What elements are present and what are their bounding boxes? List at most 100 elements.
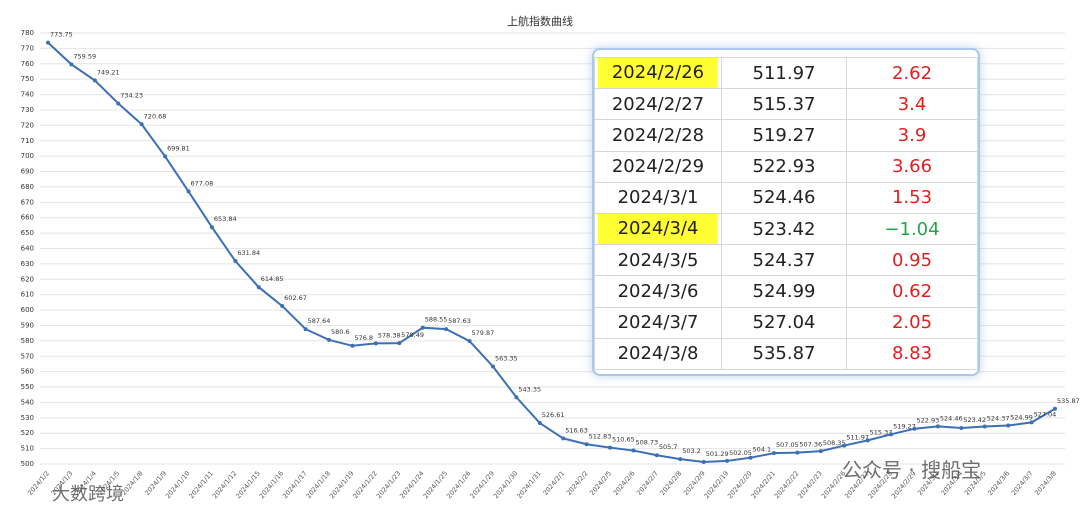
- cell-text: 2024/3/4: [598, 214, 718, 245]
- table-cell: 8.83: [846, 337, 978, 370]
- table-row: 2024/2/26 511.97 2.62: [594, 56, 978, 90]
- cell-text: 2.62: [891, 62, 933, 84]
- data-label: 579.87: [472, 329, 495, 337]
- cell-text: 511.97: [752, 62, 816, 84]
- cell-text: 3.9: [897, 124, 927, 146]
- cell-text: 3.66: [891, 156, 933, 178]
- cell-text: 515.37: [752, 93, 816, 115]
- table-cell: 2024/3/4: [594, 212, 722, 246]
- data-label: 524.37: [987, 414, 1010, 422]
- cell-text: 522.93: [752, 156, 816, 178]
- table-cell: 0.95: [846, 244, 978, 277]
- table-cell: 0.62: [846, 275, 978, 308]
- point: [678, 457, 683, 462]
- point: [865, 438, 870, 443]
- data-label: 563.35: [495, 354, 518, 362]
- watermark: 大数跨境: [52, 484, 124, 505]
- table-cell: 2.05: [846, 306, 978, 339]
- point: [92, 78, 97, 83]
- data-label: 699.81: [167, 144, 190, 152]
- data-label: 510.65: [612, 436, 635, 444]
- x-tick-label: 2024/2/6: [612, 469, 637, 497]
- data-label: 759.59: [73, 52, 96, 60]
- cell-text: 524.46: [752, 187, 816, 209]
- data-label: 578.38: [378, 331, 401, 339]
- table-cell: 2024/2/27: [594, 88, 722, 121]
- point: [490, 364, 495, 369]
- point: [725, 458, 730, 463]
- point: [233, 259, 238, 264]
- data-label: 504.1: [753, 446, 772, 454]
- cell-text: 2024/2/29: [611, 156, 705, 178]
- point: [654, 453, 659, 458]
- y-tick-label: 640: [21, 245, 34, 253]
- y-tick-label: 610: [21, 291, 34, 299]
- point: [842, 443, 847, 448]
- y-tick-label: 660: [21, 214, 34, 222]
- y-tick-label: 500: [21, 460, 34, 468]
- table-cell: 1.53: [846, 181, 978, 214]
- data-label: 512.83: [589, 432, 612, 440]
- table-cell: 511.97: [721, 56, 847, 90]
- point: [1029, 420, 1034, 425]
- point: [373, 341, 378, 346]
- y-tick-label: 630: [21, 260, 34, 268]
- cell-text: 524.99: [752, 280, 816, 302]
- data-label: 587.64: [308, 317, 331, 325]
- cell-text: 0.62: [891, 280, 933, 302]
- data-label: 522.93: [916, 417, 939, 425]
- x-tick-label: 2024/2/9: [682, 469, 707, 497]
- table-cell: 2024/3/6: [594, 275, 722, 308]
- y-tick-label: 650: [21, 229, 34, 237]
- y-tick-label: 540: [21, 398, 34, 406]
- x-tick-label: 2024/1/2: [26, 469, 51, 497]
- data-label: 503.2: [682, 447, 701, 455]
- cell-text: 527.04: [752, 312, 816, 334]
- data-label: 508.35: [823, 439, 846, 447]
- cell-text: 2024/3/1: [617, 187, 699, 209]
- y-tick-label: 550: [21, 383, 34, 391]
- point: [444, 327, 449, 332]
- y-tick-label: 530: [21, 414, 34, 422]
- cell-text: −1.04: [884, 218, 940, 240]
- cell-text: 0.95: [891, 249, 933, 271]
- y-tick-label: 620: [21, 275, 34, 283]
- point: [537, 421, 542, 426]
- table-cell: 522.93: [721, 150, 847, 183]
- point: [982, 424, 987, 429]
- data-label: 515.37: [870, 428, 893, 436]
- point: [584, 442, 589, 447]
- point: [795, 450, 800, 455]
- cell-text: 2024/3/7: [617, 312, 699, 334]
- data-label: 631.84: [237, 249, 260, 257]
- point: [116, 101, 121, 106]
- point: [889, 432, 894, 437]
- y-tick-label: 580: [21, 337, 34, 345]
- point: [256, 285, 261, 290]
- point: [350, 343, 355, 348]
- x-tick-label: 2024/2/1: [541, 469, 566, 497]
- data-label: 526.61: [542, 411, 565, 419]
- data-label: 505.7: [659, 443, 678, 451]
- table-row: 2024/3/7 527.04 2.05: [594, 306, 978, 339]
- point: [209, 225, 214, 230]
- data-label: 524.46: [940, 414, 963, 422]
- y-tick-label: 780: [21, 29, 34, 37]
- data-label: 614.85: [261, 275, 284, 283]
- y-tick-label: 670: [21, 198, 34, 206]
- table-cell: 527.04: [721, 306, 847, 339]
- point: [186, 189, 191, 194]
- y-tick-label: 710: [21, 137, 34, 145]
- x-tick-label: 2024/2/2: [565, 469, 590, 497]
- y-tick-label: 590: [21, 321, 34, 329]
- data-label: 580.6: [331, 328, 350, 336]
- point: [1006, 423, 1011, 428]
- point: [818, 449, 823, 454]
- x-tick-label: 2024/2/5: [588, 469, 613, 497]
- y-tick-label: 700: [21, 152, 34, 160]
- cell-text: 519.27: [752, 124, 816, 146]
- table-row: 2024/3/1 524.46 1.53: [594, 181, 978, 214]
- point: [280, 303, 285, 308]
- data-label: 734.23: [120, 91, 143, 99]
- table-cell: 2024/2/28: [594, 119, 722, 152]
